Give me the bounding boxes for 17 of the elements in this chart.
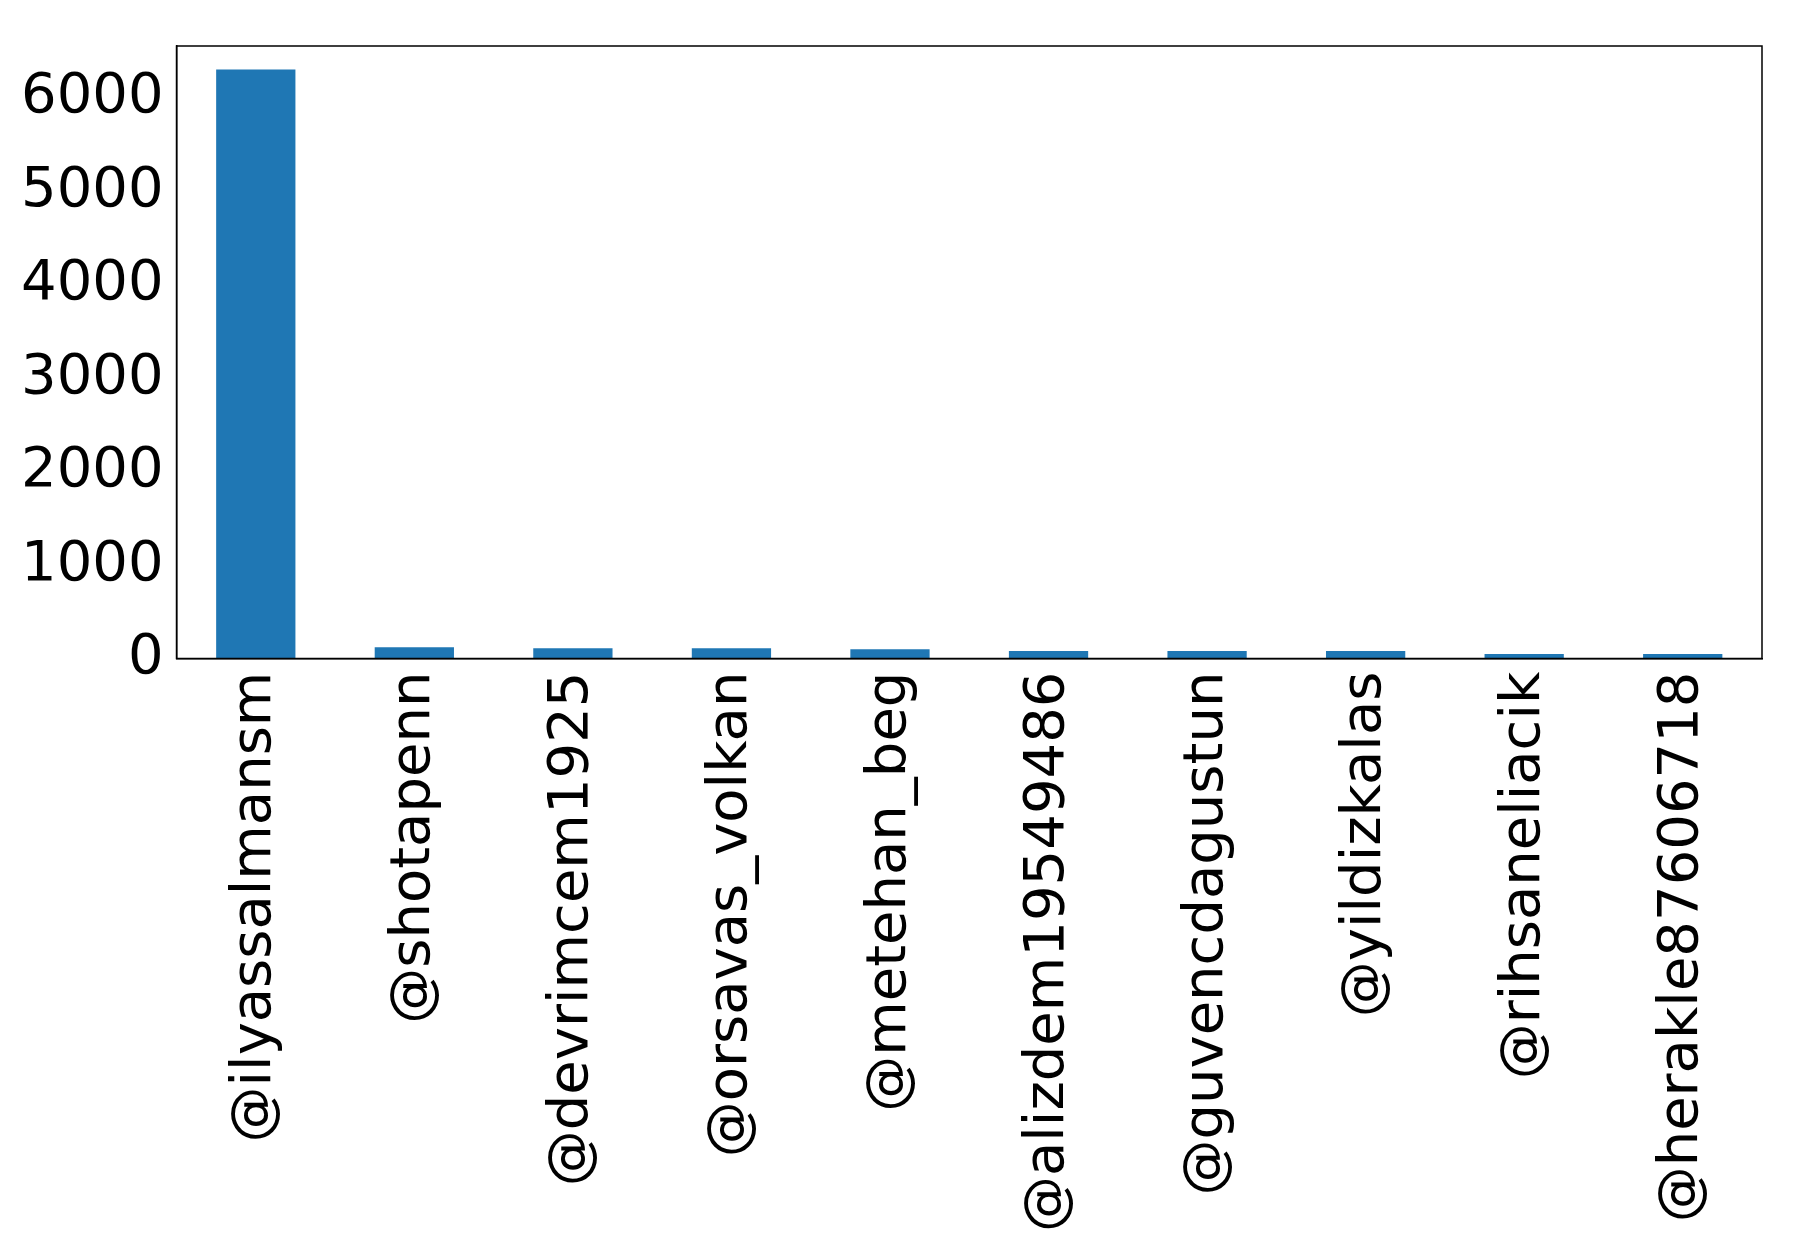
- y-tick-label: 5000: [21, 153, 164, 219]
- x-tick-label: @orsavas_volkan: [693, 671, 759, 1158]
- y-tick-label: 0: [127, 621, 164, 687]
- y-tick-label: 2000: [21, 434, 164, 500]
- x-tick-label: @rihsaneliacik: [1486, 671, 1552, 1080]
- y-tick-label: 1000: [21, 527, 164, 593]
- x-tick-label: @metehan_beg: [852, 671, 918, 1112]
- x-tick-label: @shotapenn: [376, 671, 442, 1024]
- x-tick-label: @herakle87606718: [1645, 671, 1711, 1223]
- x-tick-label: @devrimcem1925: [535, 671, 601, 1187]
- x-tick-label: @yildizkalas: [1328, 671, 1394, 1018]
- y-tick-label: 6000: [21, 59, 164, 125]
- y-tick-label: 4000: [21, 247, 164, 313]
- x-tick-label: @guvencdagustun: [1169, 671, 1235, 1196]
- x-tick-label: @alizdem19549486: [1011, 671, 1077, 1233]
- x-tick-label: @ilyassalmansm: [218, 671, 284, 1143]
- y-tick-label: 3000: [21, 340, 164, 406]
